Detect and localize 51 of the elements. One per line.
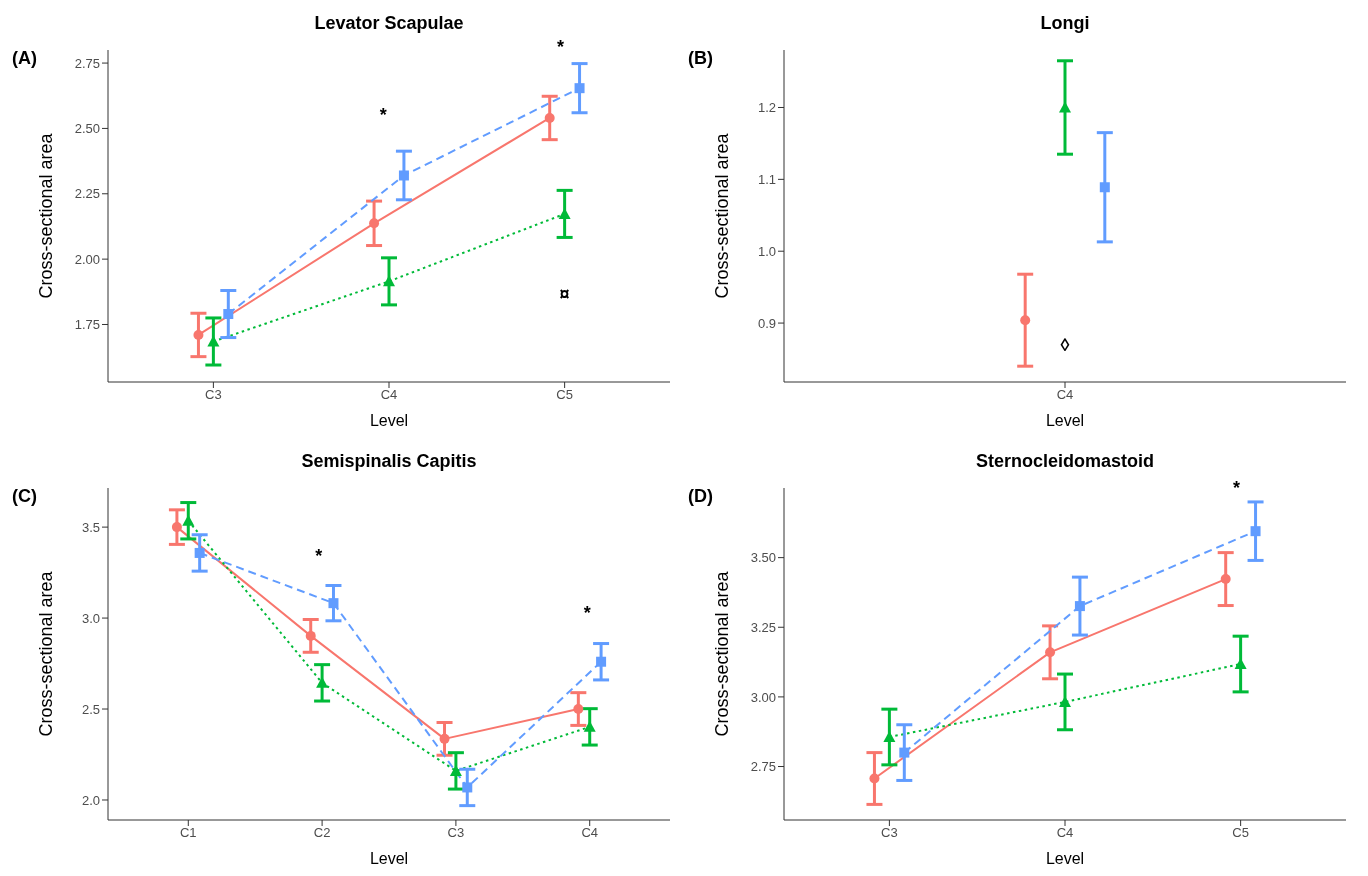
y-tick-label: 2.00: [74, 251, 100, 267]
text: (A): [12, 48, 37, 69]
x-tick-label: C1: [179, 825, 197, 841]
x-tick-label: C4: [581, 825, 599, 841]
x-axis-title: Level: [1045, 850, 1085, 867]
y-tick-label: 1.2: [757, 100, 776, 116]
annotation: *: [1232, 478, 1240, 498]
y-axis-title: Cross-sectional area: [36, 570, 57, 737]
x-tick-label: C4: [1056, 825, 1074, 841]
x-tick-label: C3: [447, 825, 465, 841]
annotation: ◊: [1060, 335, 1070, 356]
text: (C): [12, 486, 37, 507]
annotation: *: [315, 546, 323, 567]
y-tick-label: 1.75: [74, 317, 100, 333]
y-axis-title: Cross-sectional area: [712, 570, 733, 737]
x-tick-label: C4: [380, 387, 398, 403]
y-axis-title: Cross-sectional area: [36, 132, 57, 299]
y-tick-label: 0.9: [757, 315, 776, 331]
x-axis-title: Level: [369, 412, 409, 429]
y-tick-label: 3.0: [81, 610, 100, 626]
annotation: *: [556, 36, 564, 57]
y-tick-label: 3.00: [750, 689, 776, 705]
chart-title: Sternocleidomastoid: [975, 450, 1155, 473]
y-tick-label: 2.5: [81, 701, 100, 717]
x-tick-label: C3: [881, 825, 898, 841]
annotation: ¤: [559, 284, 570, 305]
y-tick-label: 1.1: [757, 171, 776, 187]
chart-title: Levator Scapulae: [313, 12, 465, 35]
y-tick-label: 2.75: [74, 55, 100, 71]
text: (D): [688, 486, 713, 507]
y-tick-label: 1.0: [757, 243, 776, 259]
x-axis-title: Level: [1045, 412, 1085, 429]
y-tick-label: 3.5: [81, 519, 100, 535]
x-tick-label: C3: [205, 387, 222, 403]
y-tick-label: 2.25: [74, 186, 100, 202]
x-tick-label: C2: [313, 825, 331, 841]
annotation: *: [379, 105, 387, 126]
y-axis-title: Cross-sectional area: [712, 132, 733, 299]
annotation: *: [583, 602, 591, 623]
y-tick-label: 2.75: [750, 759, 776, 775]
chart-title: Longi: [1039, 12, 1091, 35]
x-tick-label: C5: [556, 387, 573, 403]
y-tick-label: 2.50: [74, 121, 100, 137]
chart-title: Semispinalis Capitis: [300, 450, 478, 473]
x-tick-label: C4: [1056, 387, 1074, 403]
x-axis-title: Level: [369, 850, 409, 867]
text: (B): [688, 48, 713, 69]
y-tick-label: 3.50: [750, 550, 776, 566]
x-tick-label: C5: [1232, 825, 1249, 841]
y-tick-label: 2.0: [81, 792, 100, 808]
y-tick-label: 3.25: [750, 619, 776, 635]
